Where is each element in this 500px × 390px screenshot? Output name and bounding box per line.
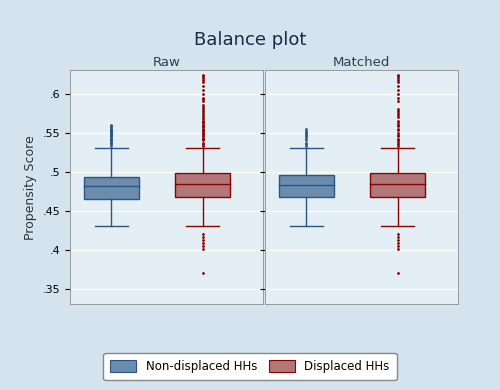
Bar [370, 173, 426, 197]
Text: Balance plot: Balance plot [194, 31, 306, 49]
Title: Matched: Matched [332, 56, 390, 69]
Y-axis label: Propensity Score: Propensity Score [24, 135, 37, 239]
Title: Raw: Raw [152, 56, 180, 69]
Bar [84, 177, 139, 199]
Bar [279, 175, 334, 197]
Legend: Non-displaced HHs, Displaced HHs: Non-displaced HHs, Displaced HHs [104, 353, 397, 380]
Bar [176, 173, 231, 197]
